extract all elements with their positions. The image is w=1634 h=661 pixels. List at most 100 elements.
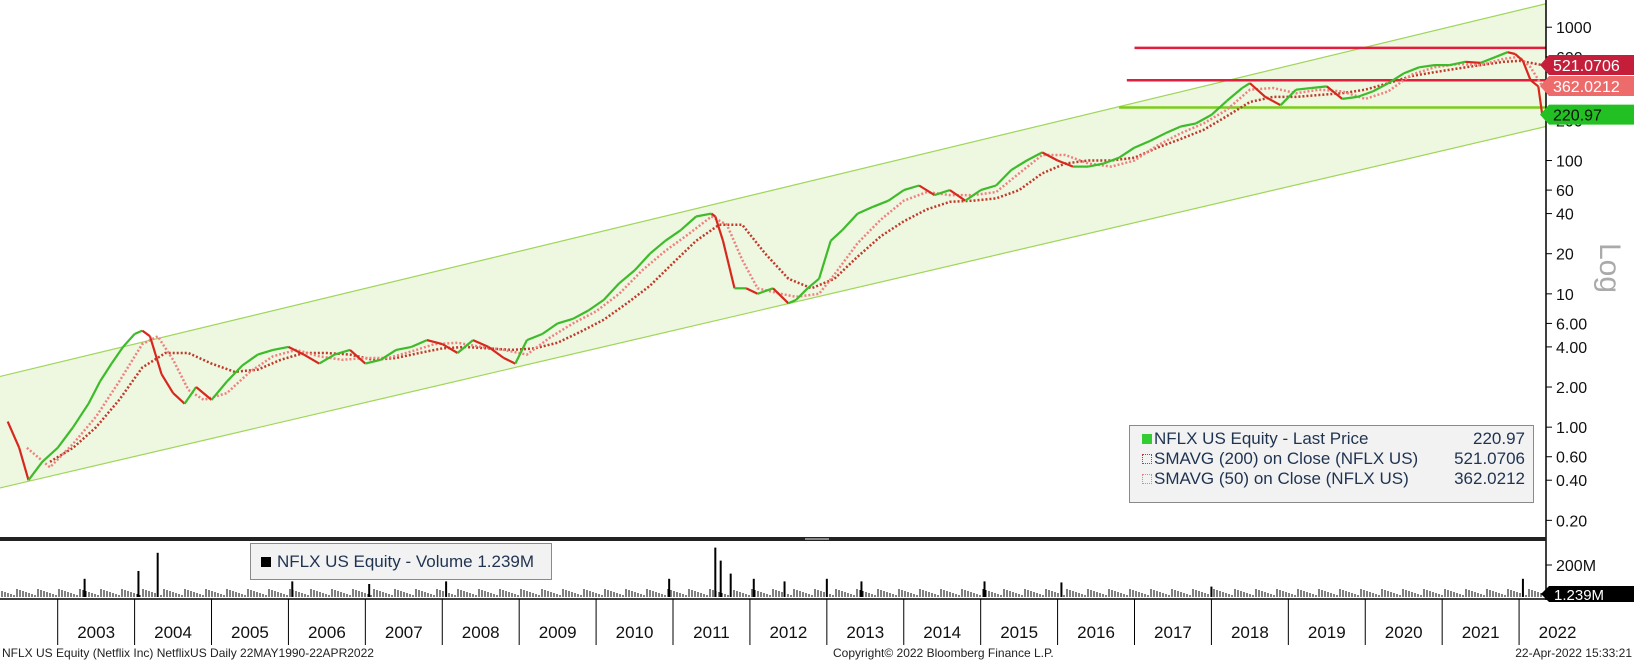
price-segment <box>541 322 559 335</box>
x-tick-label: 2012 <box>769 623 807 642</box>
price-segment <box>395 345 412 351</box>
price-segment <box>1134 139 1151 149</box>
price-segment <box>148 335 163 375</box>
y-tick-label: 100 <box>1556 154 1583 171</box>
y-tick-label: 2.00 <box>1556 380 1587 397</box>
volume-last-tag-bg <box>1541 586 1634 602</box>
price-segment <box>679 215 697 232</box>
price-series-group <box>6 51 1544 481</box>
x-tick-label: 2022 <box>1539 623 1577 642</box>
price-segment <box>1164 125 1182 135</box>
price-segment <box>456 339 474 354</box>
price-segment <box>618 269 636 285</box>
channel-lower-line <box>0 125 1547 489</box>
x-tick-label: 2006 <box>308 623 346 642</box>
footer-center: Copyright© 2022 Bloomberg Finance L.P. <box>833 646 1054 660</box>
price-segment <box>1521 60 1532 81</box>
price-segment <box>1449 60 1466 67</box>
price-segment <box>56 426 74 449</box>
price-segment <box>772 287 790 305</box>
volume-swatch <box>261 557 271 567</box>
value-tag-bg <box>1540 104 1634 125</box>
price-segment <box>1210 100 1228 116</box>
volume-panel: 200M 1.239M <box>1 547 1634 604</box>
price-segment <box>795 287 809 301</box>
y-tick-label: 0.60 <box>1556 450 1587 467</box>
x-tick-label: 2004 <box>154 623 192 642</box>
legend-value: 521.0706 <box>1454 449 1525 468</box>
price-segment <box>1295 86 1312 91</box>
price-segment <box>949 189 966 202</box>
price-segment <box>241 353 259 367</box>
footer-right: 22-Apr-2022 15:33:21 <box>1515 646 1632 660</box>
price-segment <box>1149 132 1166 142</box>
legend[interactable]: NFLX US Equity - Last Price 220.97 SMAVG… <box>1129 425 1534 503</box>
value-tags: 521.0706 362.0212 220.97 <box>1540 54 1634 125</box>
value-tag-label: 521.0706 <box>1553 58 1620 75</box>
price-segment <box>1418 64 1435 69</box>
price-segment <box>1026 151 1043 162</box>
legend-swatch-price <box>1142 434 1152 444</box>
x-tick-label: 2007 <box>385 623 423 642</box>
legend-swatch-sma50 <box>1142 474 1152 484</box>
price-segment <box>572 309 589 320</box>
x-tick-label: 2019 <box>1308 623 1346 642</box>
price-segment <box>72 403 90 428</box>
price-segment <box>695 212 712 218</box>
price-segment <box>787 298 797 305</box>
x-tick-label: 2008 <box>462 623 500 642</box>
legend-label: SMAVG (200) on Close (NFLX US) <box>1154 449 1419 468</box>
price-segment <box>1010 159 1028 171</box>
value-tag-bg <box>1540 76 1634 97</box>
price-segment <box>303 353 320 365</box>
price-segment <box>257 348 274 356</box>
price-segment <box>1311 85 1327 90</box>
legend-swatch-sma200 <box>1142 454 1152 464</box>
price-segment <box>602 282 621 301</box>
price-segment <box>1226 87 1243 102</box>
price-segment <box>1264 95 1282 107</box>
volume-legend[interactable]: NFLX US Equity - Volume 1.239M <box>250 543 552 580</box>
x-tick-label: 2021 <box>1462 623 1500 642</box>
y-tick-label: 20 <box>1556 247 1574 264</box>
price-segment <box>122 333 136 348</box>
price-segment <box>365 358 381 365</box>
price-segment <box>272 345 289 351</box>
log-scale-label: Log <box>1593 243 1626 293</box>
channel-band <box>0 3 1547 489</box>
x-tick-label: 2014 <box>923 623 961 642</box>
price-segment <box>287 345 305 356</box>
price-segment <box>872 199 889 208</box>
value-tag-bg <box>1540 54 1634 75</box>
price-segment <box>1249 82 1267 98</box>
panel-divider-grip <box>805 538 829 540</box>
price-segment <box>1342 95 1358 100</box>
price-segment <box>1041 151 1059 162</box>
price-segment <box>918 184 936 197</box>
price-segment <box>1529 79 1539 88</box>
sma200-line <box>49 59 1543 463</box>
price-segment <box>514 339 528 365</box>
price-segment <box>857 205 874 215</box>
price-segment <box>1195 113 1212 125</box>
price-segment <box>1387 72 1405 85</box>
price-segment <box>426 339 443 346</box>
price-segment <box>318 353 336 365</box>
channel-fill <box>0 3 1546 488</box>
price-segment <box>1465 60 1481 64</box>
price-segment <box>714 216 725 242</box>
y-tick-label: 1.00 <box>1556 420 1587 437</box>
price-segment <box>441 343 459 354</box>
volume-legend-value: 1.239M <box>477 552 535 571</box>
y-tick-label: 0.40 <box>1556 473 1587 490</box>
y-tick-label: 40 <box>1556 207 1574 224</box>
price-segment <box>1357 90 1374 98</box>
price-segment <box>1372 82 1389 93</box>
price-segment <box>710 212 716 218</box>
price-segment <box>841 212 859 231</box>
volume-legend-label: NFLX US Equity - Volume <box>277 552 473 571</box>
price-segment <box>41 446 59 463</box>
price-segment <box>995 169 1013 187</box>
legend-value: 220.97 <box>1473 429 1525 448</box>
panel-divider <box>0 537 1546 541</box>
